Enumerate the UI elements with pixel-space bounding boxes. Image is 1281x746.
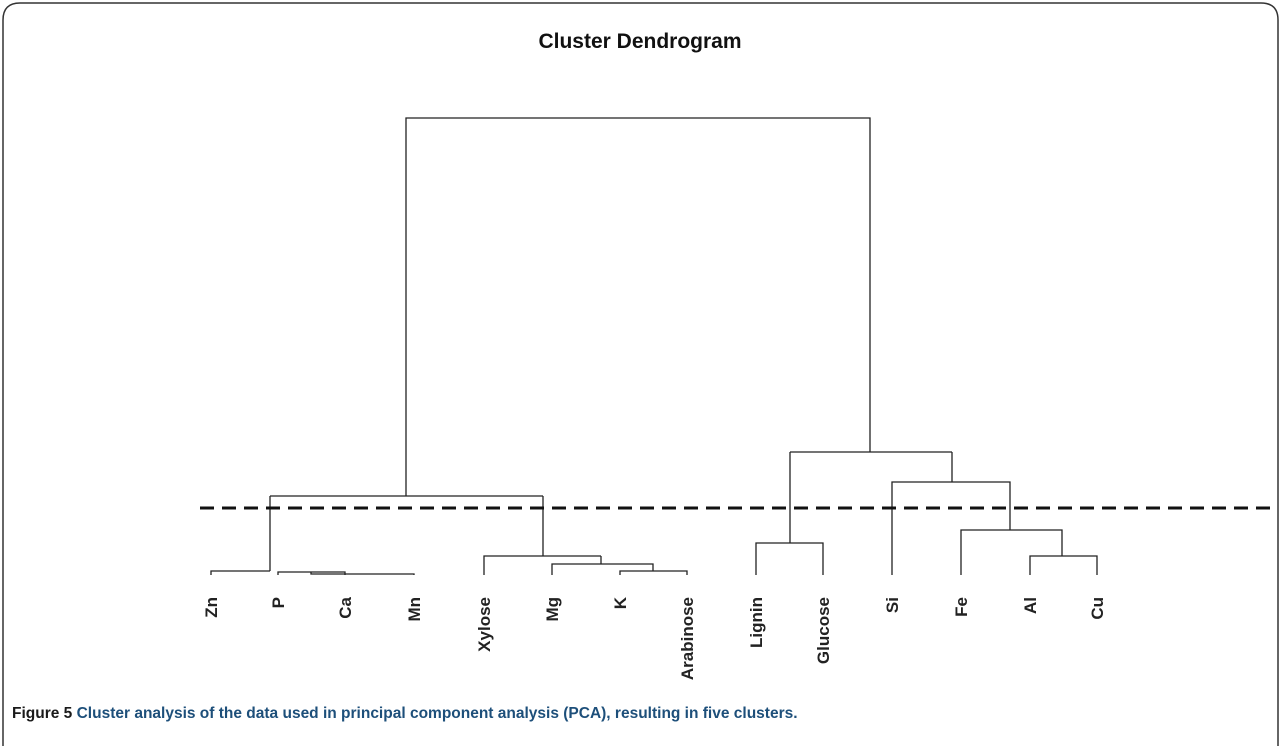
leaf-labels: Zn P Ca Mn Xylose Mg K Arabinose Lignin Glucose Si… bbox=[202, 596, 1107, 680]
leaf-label: Xylose bbox=[475, 597, 494, 652]
leaf-label: Cu bbox=[1088, 597, 1107, 620]
leaf-label: Si bbox=[883, 597, 902, 613]
leaf-label: P bbox=[269, 597, 288, 608]
leaf-label: K bbox=[611, 596, 630, 609]
leaf-label: Arabinose bbox=[678, 597, 697, 680]
caption-text: Cluster analysis of the data used in pri… bbox=[77, 705, 798, 722]
caption-label: Figure 5 bbox=[12, 705, 73, 722]
leaf-label: Lignin bbox=[747, 597, 766, 648]
title: Cluster Dendrogram bbox=[538, 30, 741, 53]
dendrogram bbox=[210, 117, 1098, 575]
leaf-label: Mg bbox=[543, 597, 562, 622]
leaf-label: Al bbox=[1021, 597, 1040, 614]
leaf-label: Ca bbox=[336, 596, 355, 618]
leaf-label: Zn bbox=[202, 597, 221, 618]
leaf-label: Fe bbox=[952, 597, 971, 617]
leaf-label: Mn bbox=[405, 597, 424, 622]
caption: Figure 5 Cluster analysis of the data us… bbox=[12, 705, 798, 722]
leaf-label: Glucose bbox=[814, 597, 833, 664]
